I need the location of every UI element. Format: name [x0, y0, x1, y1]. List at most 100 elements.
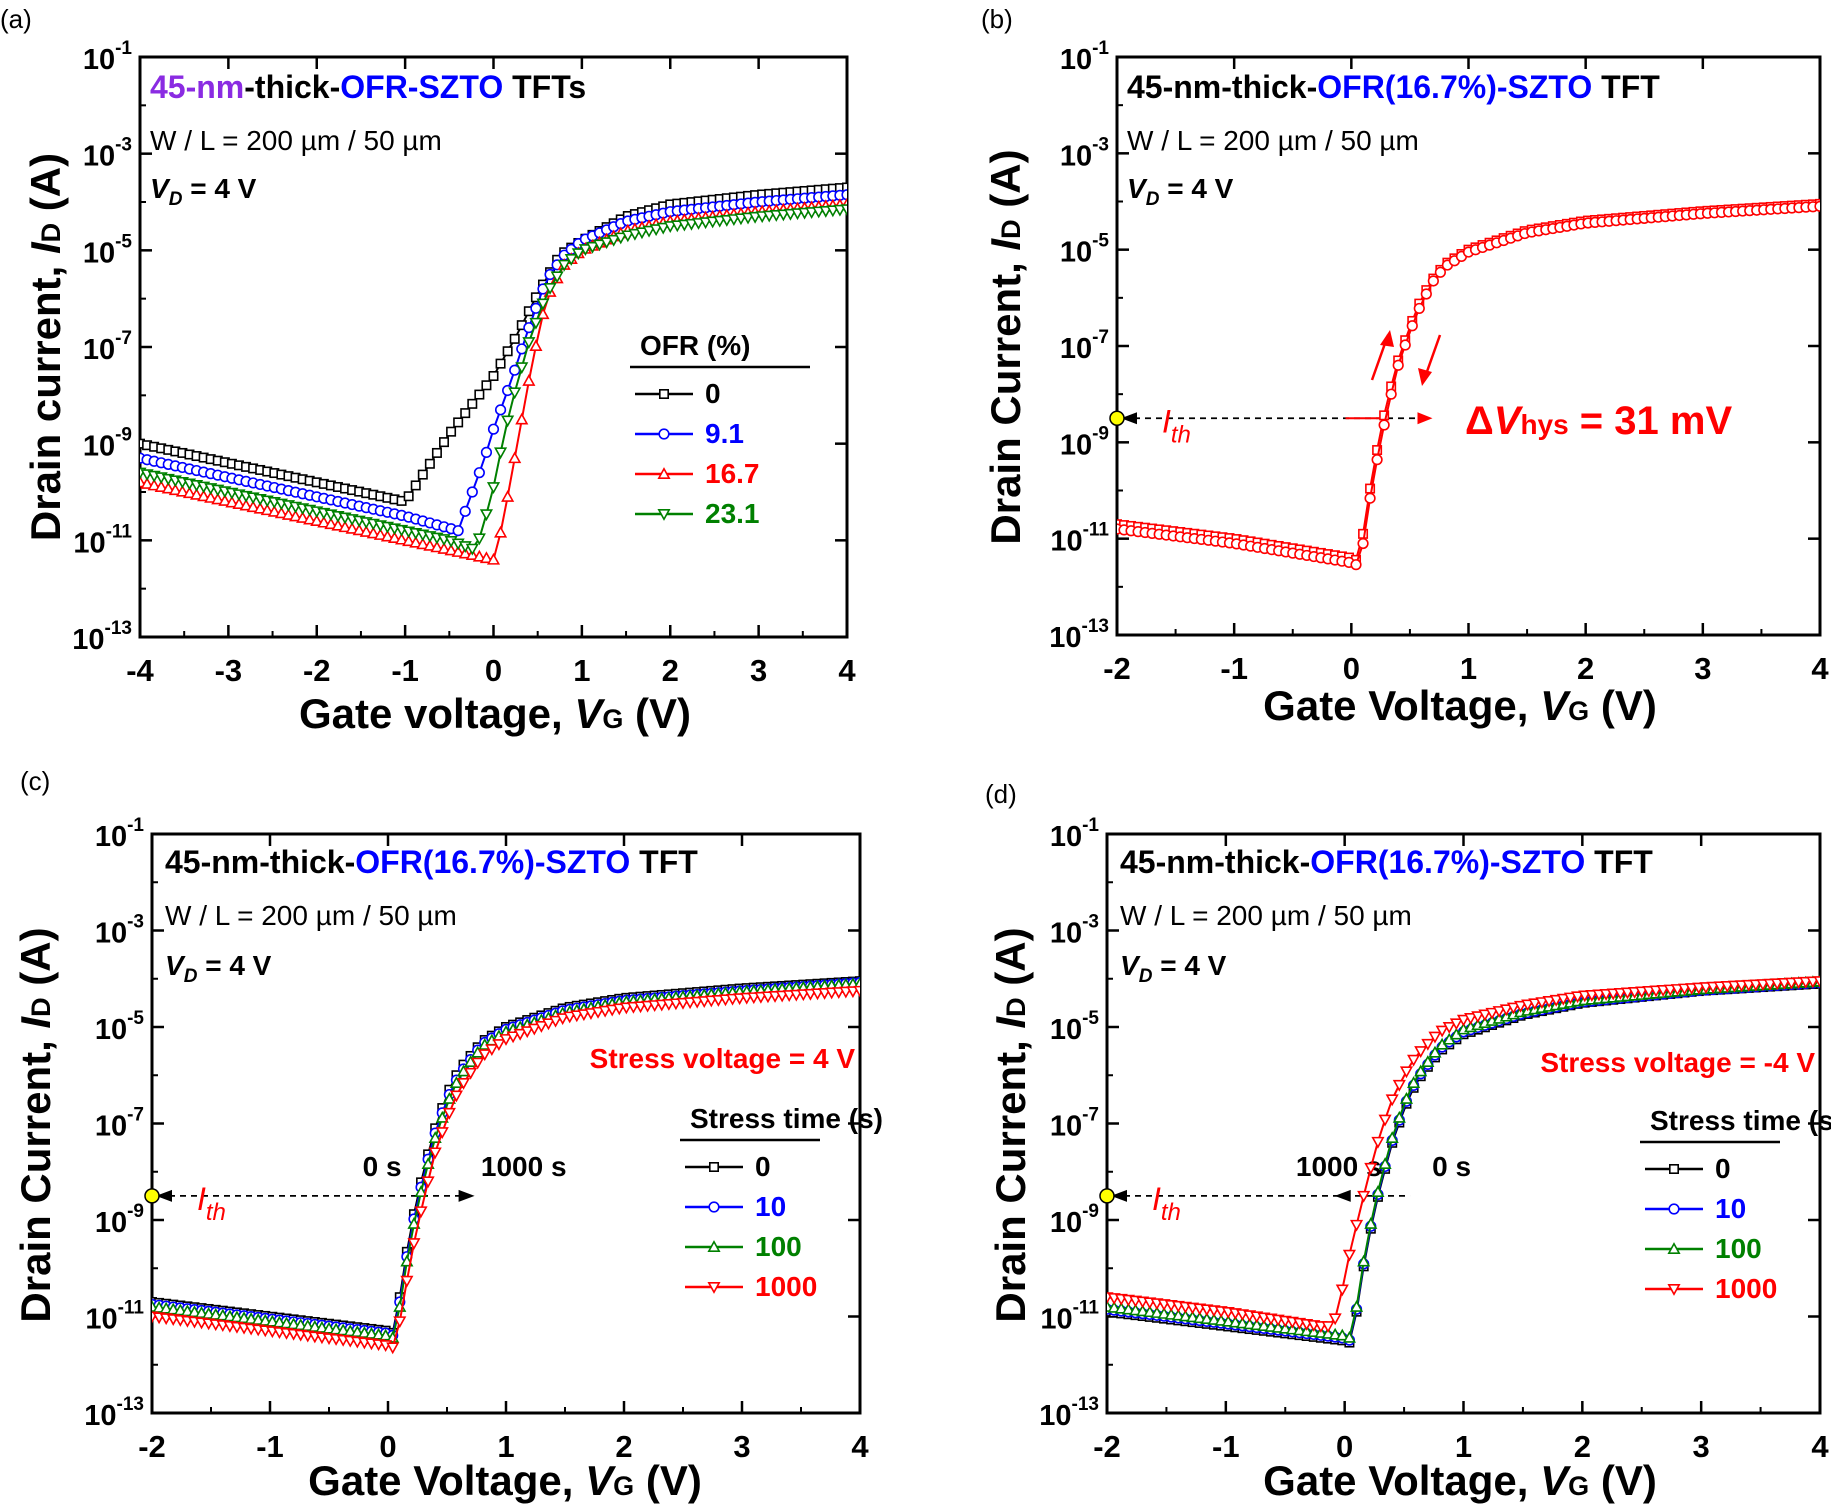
data-point [409, 535, 423, 548]
ith-symbol: I [1162, 403, 1171, 439]
arrow-label-0s: 0 s [1432, 1151, 1471, 1182]
y-tick-base: 10 [1060, 429, 1092, 461]
data-point [366, 526, 380, 539]
x-tick-label: 2 [1577, 651, 1594, 686]
y-tick-exponent: -13 [105, 618, 132, 639]
data-point [1571, 991, 1585, 1004]
legend-label: 10 [755, 1191, 786, 1222]
y-tick-label: 10-11 [1040, 1298, 1099, 1336]
data-point [592, 239, 607, 252]
series-reverse [1117, 200, 1820, 571]
data-point [453, 417, 464, 428]
data-point [407, 1238, 421, 1251]
x-tick-label: 0 [1336, 1429, 1353, 1464]
drain-voltage-annotation: VD = 4 V [1127, 173, 1234, 210]
data-point [556, 1013, 570, 1026]
data-point [1442, 1021, 1456, 1034]
y-axis-label-symbol: I [987, 1016, 1034, 1029]
data-point [267, 504, 281, 517]
ith-arrow-right [1417, 412, 1433, 425]
y-tick-base: 10 [72, 624, 104, 656]
title-part: -thick- [244, 69, 340, 105]
data-point [417, 469, 428, 480]
data-point [364, 1326, 379, 1339]
data-point [614, 232, 628, 245]
x-axis-label-symbol: V [585, 1457, 616, 1504]
data-point [428, 1147, 442, 1160]
chart-title: 45-nm-thick-OFR(16.7%)-SZTO TFT [1120, 844, 1653, 880]
data-point [431, 447, 442, 458]
y-tick-exponent: -7 [127, 1105, 144, 1126]
title-part: OFR-SZTO [340, 69, 503, 105]
data-point [324, 517, 338, 530]
data-point [502, 346, 513, 357]
y-tick-exponent: -1 [127, 815, 144, 836]
y-tick-label: 10-9 [1050, 1201, 1099, 1239]
data-point [180, 1304, 194, 1317]
data-point [549, 1015, 563, 1028]
data-point [428, 1131, 442, 1143]
y-tick-base: 10 [1050, 1014, 1082, 1046]
title-part: 45-nm-thick- [1127, 69, 1317, 105]
y-tick-exponent: -1 [1082, 815, 1099, 836]
legend-entry-0: 0 [635, 378, 721, 409]
data-point [225, 495, 239, 508]
x-axis-label-symbol: V [1540, 1457, 1571, 1504]
data-point [707, 1240, 721, 1252]
ith-subscript: th [1171, 421, 1191, 448]
data-point [1243, 1317, 1257, 1330]
data-point [1214, 1313, 1228, 1326]
y-tick-base: 10 [1060, 237, 1092, 269]
data-point [1143, 1305, 1157, 1318]
stress-arrow-head [1334, 1189, 1351, 1202]
data-point [387, 531, 402, 544]
data-point [479, 551, 493, 564]
x-tick-label: 4 [1811, 651, 1829, 686]
title-part: TFT [1592, 69, 1660, 105]
data-point [1399, 1092, 1414, 1104]
ith-label: Ith [197, 1181, 226, 1226]
data-point [509, 364, 521, 376]
delta-symbol: Δ [1465, 399, 1494, 443]
data-point [1399, 339, 1411, 351]
data-point [407, 1217, 421, 1229]
data-point [331, 518, 345, 531]
data-point [1542, 996, 1556, 1008]
panel-label: (c) [20, 766, 50, 796]
data-point [1485, 1007, 1499, 1020]
data-point [1478, 1009, 1492, 1022]
vd-symbol: V [150, 173, 171, 204]
x-axis-label: Gate Voltage, VG (V) [308, 1457, 702, 1504]
data-point [1499, 1004, 1513, 1017]
data-point [487, 423, 500, 435]
x-tick-label: -2 [1103, 651, 1131, 686]
data-point [570, 1010, 584, 1023]
y-tick-exponent: -3 [1092, 134, 1109, 155]
data-point [459, 505, 471, 517]
y-axis-label: Drain Current, ID (A) [987, 927, 1034, 1322]
data-point [223, 1309, 237, 1322]
data-point [534, 1021, 548, 1033]
data-point [536, 298, 550, 311]
data-point [460, 408, 471, 419]
y-tick-base: 10 [84, 1400, 116, 1432]
data-point [352, 523, 366, 536]
data-point [395, 532, 409, 545]
data-point [1328, 1327, 1342, 1340]
vd-symbol: V [1127, 173, 1148, 204]
arrow-label-1000s: 1000 s [481, 1151, 567, 1182]
y-axis-label: Drain Current, ID (A) [982, 149, 1029, 544]
x-axis-label-unit: (V) [1589, 1457, 1657, 1504]
data-point [1556, 993, 1570, 1006]
hysteresis-label: ΔVhys = 31 mV [1465, 399, 1732, 443]
data-point [211, 492, 225, 505]
legend-entry-9.1: 9.1 [635, 418, 744, 449]
data-point [435, 1127, 449, 1140]
y-tick-label: 10-13 [72, 618, 132, 656]
data-point [140, 467, 147, 480]
chart-panel-1: (a)-4 -3 -2 -1 0 1 2 3 410-110-310-510-710-910-1… [0, 4, 856, 737]
data-point [357, 1326, 371, 1338]
data-point [472, 533, 486, 546]
y-axis-label-subscript: D [26, 997, 56, 1017]
data-point [315, 1320, 329, 1333]
